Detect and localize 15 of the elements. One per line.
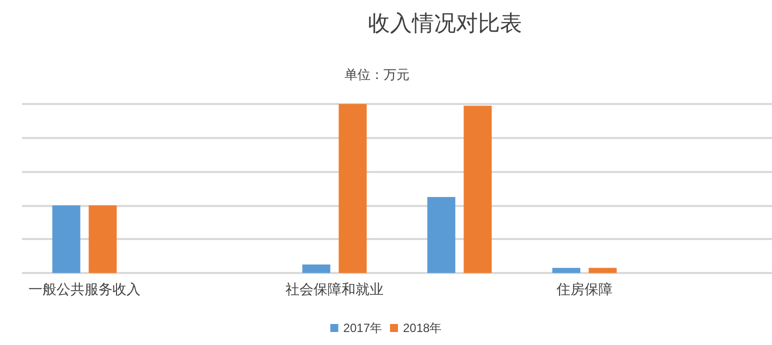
bar: [464, 106, 492, 273]
legend-label: 2018年: [403, 321, 442, 335]
legend-label: 2017年: [343, 321, 382, 335]
bar: [88, 205, 117, 273]
bar: [552, 268, 580, 273]
bar: [338, 104, 367, 273]
bar: [588, 268, 617, 273]
x-tick-label: 一般公共服务收入: [28, 282, 140, 298]
bar: [302, 264, 330, 273]
chart-title: 收入情况对比表: [368, 12, 522, 36]
x-tick-label: 住房保障: [556, 282, 612, 298]
bar: [427, 196, 456, 273]
x-tick-label: 社会保障和就业: [286, 282, 384, 298]
bar: [52, 205, 80, 273]
chart-subtitle: 单位：万元: [344, 68, 410, 83]
